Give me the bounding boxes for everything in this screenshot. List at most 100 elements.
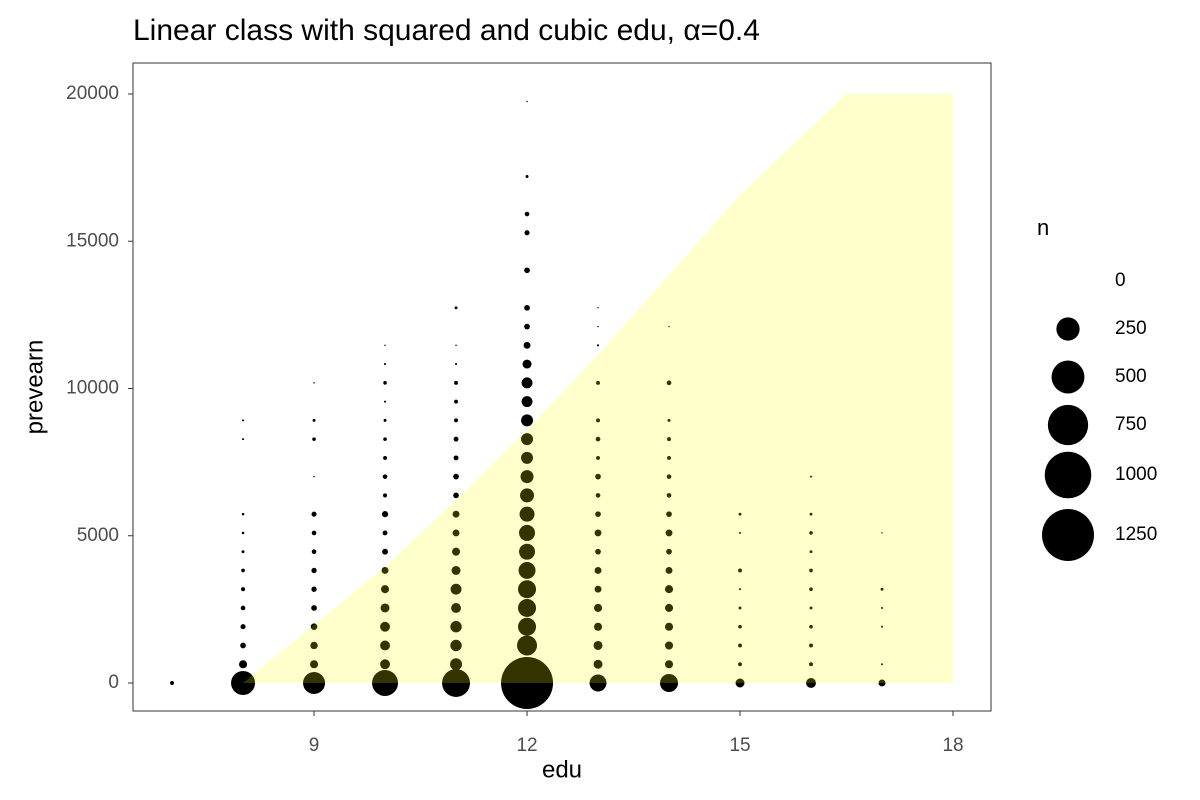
bubble [519, 524, 536, 541]
bubble [454, 380, 458, 385]
bubble [383, 437, 387, 441]
bubble [525, 175, 529, 178]
bubble [311, 530, 317, 536]
y-tick-label: 5000 [77, 525, 119, 546]
y-tick-label: 15000 [66, 230, 119, 251]
bubble [594, 622, 603, 631]
bubble [668, 325, 670, 328]
legend-bubble [1051, 360, 1085, 394]
bubble [310, 623, 318, 631]
bubble [383, 418, 387, 422]
bubble [453, 455, 459, 461]
bubble [383, 455, 387, 460]
bubble [880, 587, 884, 591]
y-tick-label: 20000 [66, 83, 119, 104]
bubble [738, 662, 742, 667]
bubble [454, 306, 458, 310]
bubble [881, 532, 883, 534]
bubble [665, 529, 673, 537]
bubble [521, 433, 534, 446]
legend-bubble [1047, 404, 1089, 446]
bubble [311, 586, 317, 592]
bubble [241, 550, 245, 554]
legend-label: 250 [1115, 318, 1147, 339]
bubble [596, 380, 600, 385]
bubble [738, 568, 742, 573]
bubble [452, 510, 460, 518]
bubble [518, 617, 537, 636]
y-tick-label: 0 [108, 672, 119, 693]
y-axis-label: prevearn [21, 340, 48, 435]
bubble [589, 674, 607, 692]
bubble [240, 605, 246, 611]
bubble [455, 344, 457, 347]
bubble [311, 567, 317, 574]
bubble [666, 548, 672, 555]
bubble [665, 660, 674, 669]
bubble [501, 656, 554, 709]
bubble [453, 473, 459, 480]
bubble [310, 660, 319, 669]
bubble [665, 622, 674, 631]
bubble [594, 603, 603, 612]
bubble [520, 488, 535, 503]
legend-bubble [1056, 317, 1080, 341]
bubble [380, 603, 390, 613]
bubble [665, 641, 674, 650]
bubble [518, 561, 536, 579]
bubble [806, 678, 816, 688]
bubble [809, 550, 813, 554]
bubble [517, 635, 538, 656]
bubble [738, 606, 742, 610]
bubble [595, 511, 601, 518]
bubble [522, 359, 532, 369]
bubble [594, 585, 602, 593]
bubble [311, 549, 317, 555]
bubble [242, 438, 245, 441]
bubble [809, 475, 813, 478]
legend-bubble [1044, 451, 1092, 499]
bubble [240, 587, 246, 592]
bubble [809, 531, 813, 535]
bubble [450, 658, 463, 671]
shaded-region [243, 94, 954, 683]
bubble [738, 531, 742, 534]
bubble [665, 585, 674, 594]
bubble [809, 512, 813, 516]
bubble [666, 511, 672, 518]
bubble [521, 396, 533, 408]
bubble [596, 344, 600, 347]
bubble [452, 529, 460, 537]
bubble [450, 583, 462, 595]
x-tick-label: 18 [942, 735, 963, 756]
bubble [311, 605, 317, 611]
bubble [312, 437, 316, 441]
bubble [519, 543, 536, 560]
bubble [380, 659, 390, 670]
bubble [380, 640, 390, 651]
legend-label: 1000 [1115, 464, 1157, 485]
bubble [241, 512, 245, 516]
bubble [523, 341, 531, 349]
bubble [666, 493, 672, 498]
legend-title: n [1037, 215, 1049, 240]
bubble [454, 363, 458, 366]
bubble [311, 511, 317, 517]
bubble [239, 660, 248, 669]
bubble [595, 548, 601, 555]
chart-title: Linear class with squared and cubic edu,… [133, 14, 760, 47]
bubble [809, 587, 813, 591]
panel-border [132, 62, 992, 712]
bubble [450, 621, 462, 633]
bubble [452, 547, 461, 556]
bubble [738, 512, 742, 516]
bubble [382, 530, 388, 536]
bubble [521, 414, 534, 427]
bubble [735, 678, 745, 688]
bubble [595, 436, 601, 442]
bubble [521, 377, 533, 389]
bubble [667, 455, 671, 460]
x-tick-label: 15 [729, 735, 750, 756]
bubble [593, 641, 603, 650]
x-axis-label: edu [542, 756, 582, 783]
